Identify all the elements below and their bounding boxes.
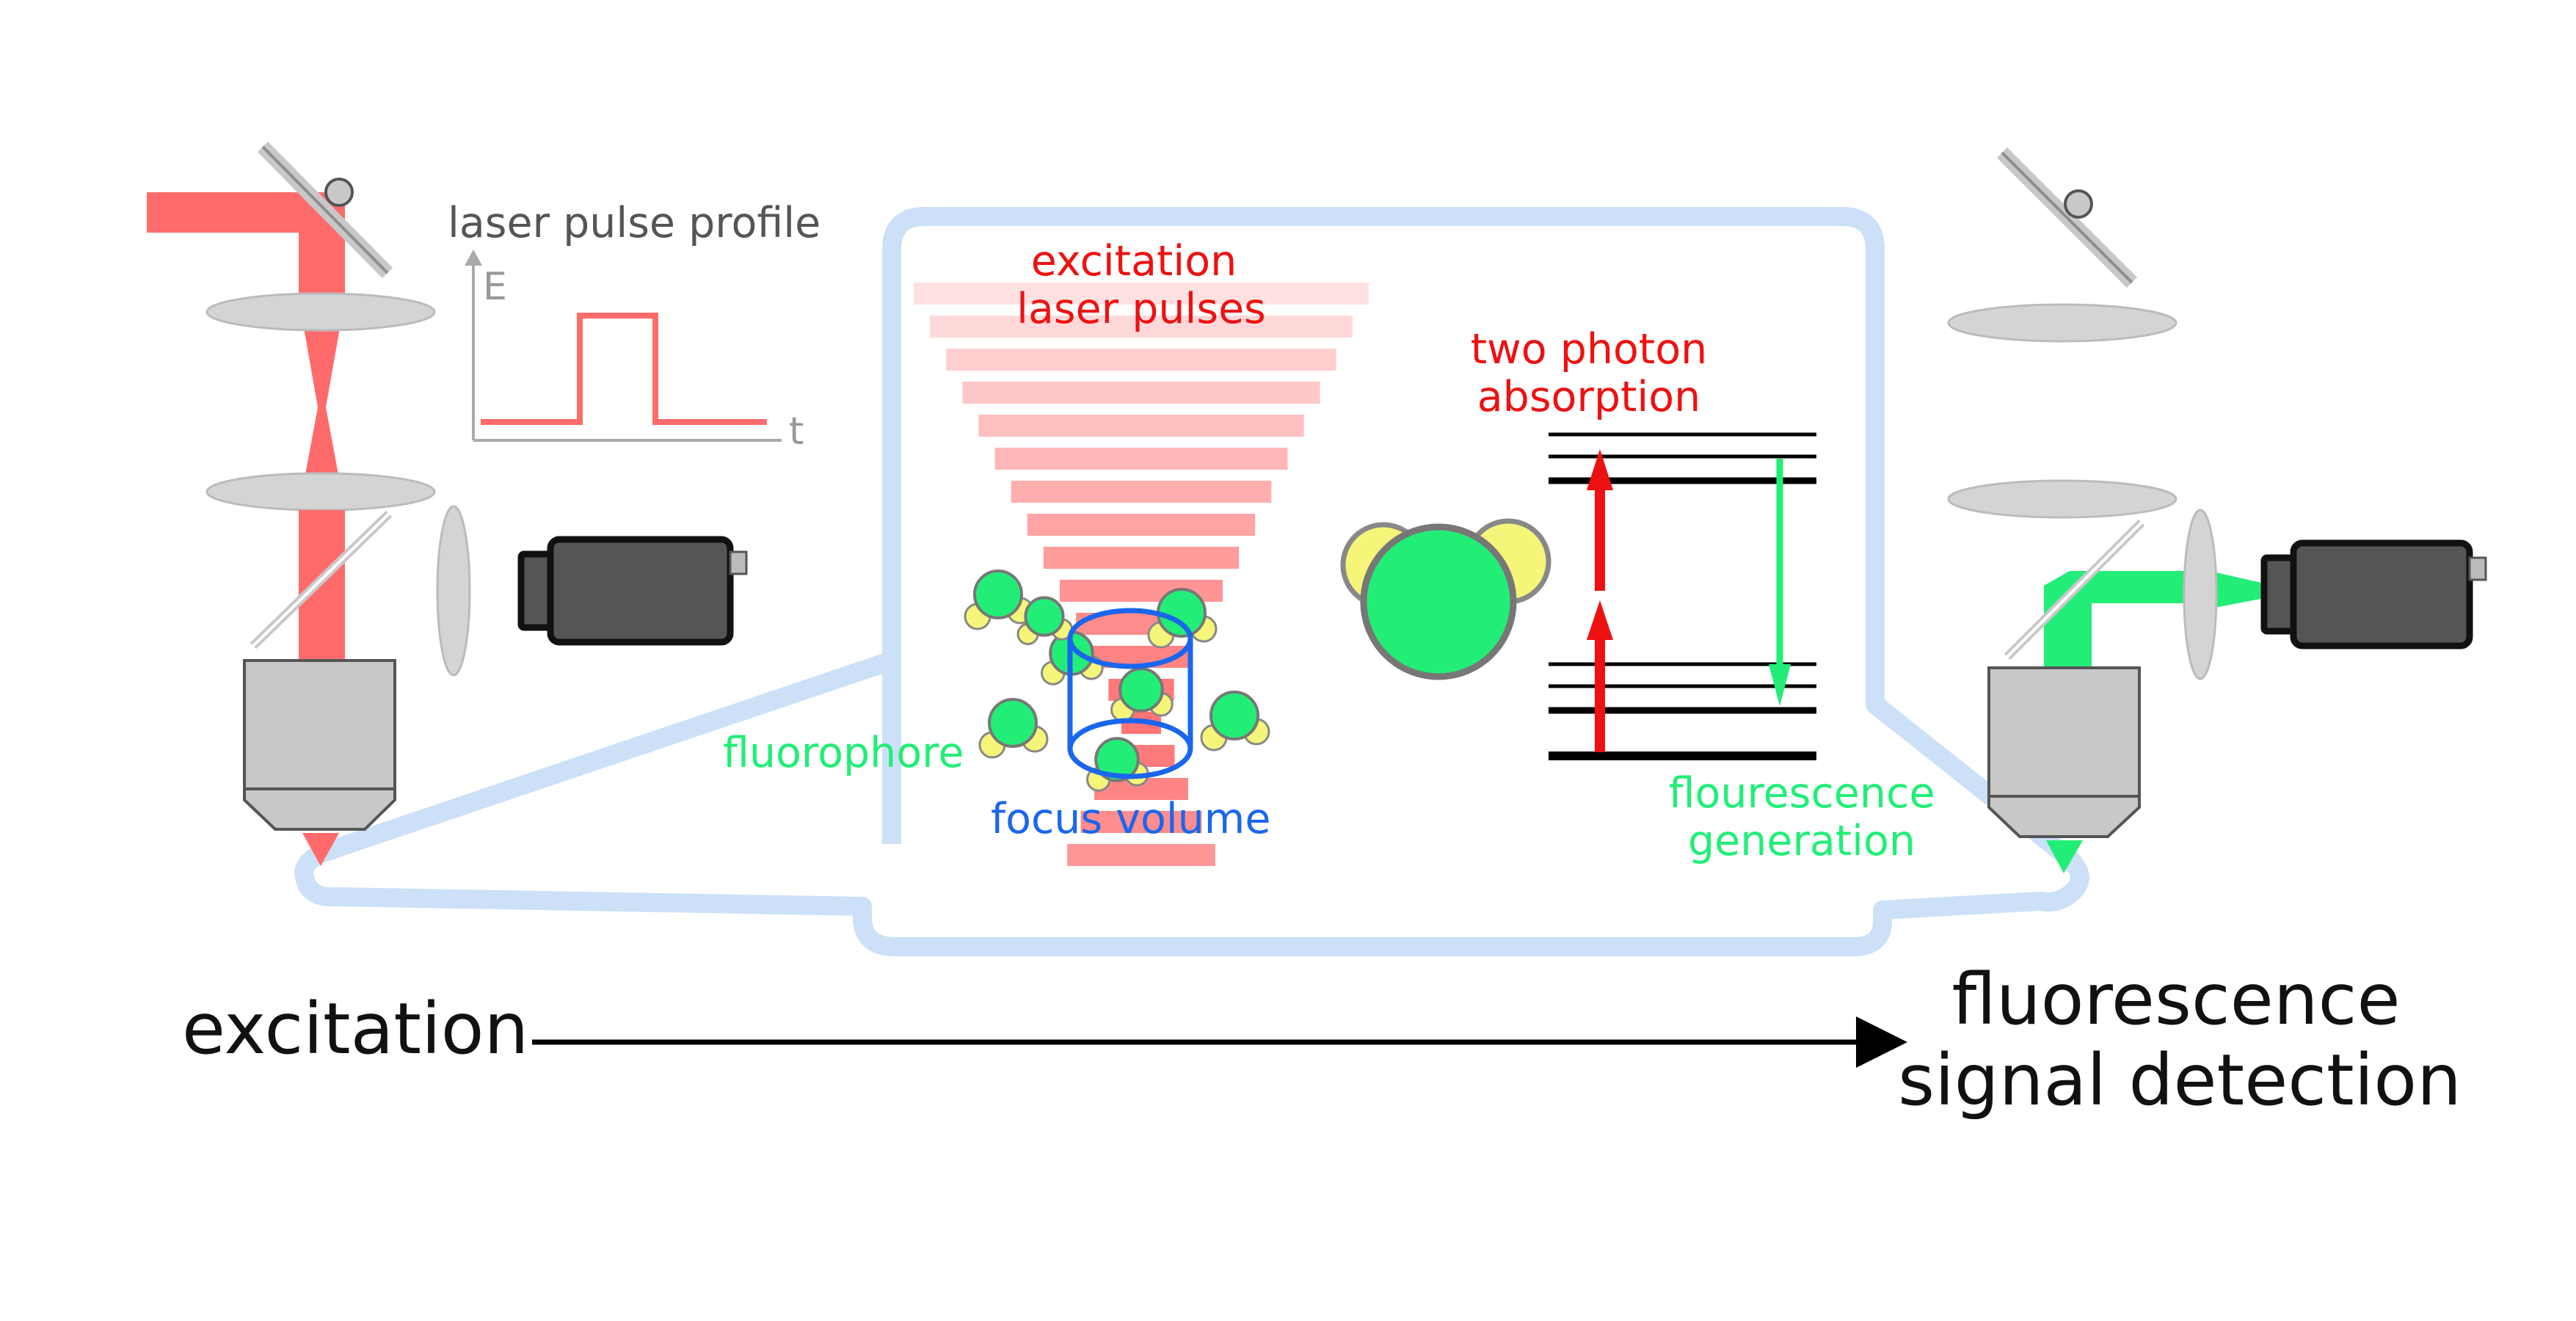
tube-lens [205, 472, 436, 512]
detection-stage-label-line2: signal detection [1898, 1039, 2462, 1121]
photon-arrow-1-head [1587, 600, 1613, 640]
fluorophore-large-core [1360, 523, 1517, 680]
pulse-profile-title: laser pulse profile [448, 199, 821, 247]
fluorophore-small-7 [1024, 596, 1065, 637]
fluorophore-cluster [964, 569, 1270, 792]
pulse-trace [481, 313, 767, 425]
fluorescence-arrow-head [1769, 664, 1791, 706]
fluorophore-small-5 [1209, 691, 1259, 740]
tube-lens-right [1947, 479, 2177, 519]
mirror-pivot [324, 178, 354, 207]
laser-pulse-band-6 [1011, 481, 1272, 503]
jablonski-diagram [1549, 432, 1816, 760]
detection-setup [1947, 147, 2487, 873]
energy-axis-label: E [483, 265, 507, 309]
fluorophore-label: fluorophore [723, 729, 964, 777]
fluorophore-small-0 [973, 569, 1023, 619]
laser-pulse-band-7 [1027, 514, 1256, 536]
excitation-focus-cone [302, 833, 339, 866]
laser-beam-relay [299, 299, 345, 510]
scan-lens [205, 292, 436, 332]
excitation-stage-label: excitation [182, 988, 528, 1070]
fluorophore-small-3 [1118, 667, 1164, 713]
excitation-pulse-stack [914, 283, 1369, 866]
scan-lens-right [1947, 303, 2177, 343]
laser-pulse-band-17 [1067, 844, 1215, 866]
fluorophore-large [1340, 518, 1551, 680]
zoom-callout-frame [294, 207, 2089, 956]
objective-left-body [243, 659, 396, 790]
focus-volume-bottom [1067, 718, 1193, 779]
two-photon-label-line2: absorption [1477, 373, 1700, 421]
focus-volume-cylinder [1067, 608, 1193, 779]
detector-lens-right [2183, 509, 2218, 680]
camera-right-body [2290, 539, 2473, 649]
fluorophore-small-4 [988, 698, 1038, 748]
focus-volume-label: focus volume [991, 795, 1270, 843]
fluorescence-focus-cone [2046, 840, 2083, 873]
objective-left-tip [243, 787, 396, 831]
fluorophore-small-6 [1094, 737, 1140, 782]
two-photon-label-line1: two photon [1471, 325, 1708, 374]
excitation-pulses-label-line1: excitation [1031, 237, 1237, 285]
camera-right-connector [2468, 556, 2487, 581]
excitation-pulses-label-line2: laser pulses [1016, 285, 1266, 333]
laser-pulse-band-4 [978, 415, 1304, 437]
laser-pulse-band-3 [962, 382, 1320, 404]
time-axis-label: t [789, 410, 804, 454]
fluorescence-generation-label-line2: generation [1688, 817, 1915, 865]
excitation-setup [147, 141, 748, 866]
objective-right-body [1987, 666, 2141, 798]
laser-beam-lower [299, 510, 345, 664]
fluorophore-small-2 [1157, 588, 1207, 638]
laser-pulse-band-2 [946, 349, 1336, 371]
fluorescence-beam-path [2044, 571, 2200, 668]
laser-pulse-band-1 [930, 316, 1353, 338]
laser-pulse-profile-plot: laser pulse profile E t [448, 199, 821, 454]
laser-pulse-band-8 [1043, 547, 1240, 569]
mirror-pivot-right [2064, 189, 2093, 219]
laser-pulse-band-5 [994, 448, 1288, 470]
energy-axis-arrowhead [465, 250, 482, 266]
detector-lens-left [436, 505, 471, 677]
detection-stage-label-line1: fluorescence [1951, 958, 2400, 1041]
camera-left-body [547, 536, 734, 646]
fluorescence-generation-label-line1: flourescence [1669, 769, 1935, 818]
objective-right-tip [1987, 795, 2141, 838]
camera-left-connector [729, 550, 748, 575]
photon-arrow-2-head [1587, 449, 1613, 490]
laser-pulse-band-0 [914, 283, 1369, 305]
laser-pulse-band-16 [1080, 811, 1202, 833]
